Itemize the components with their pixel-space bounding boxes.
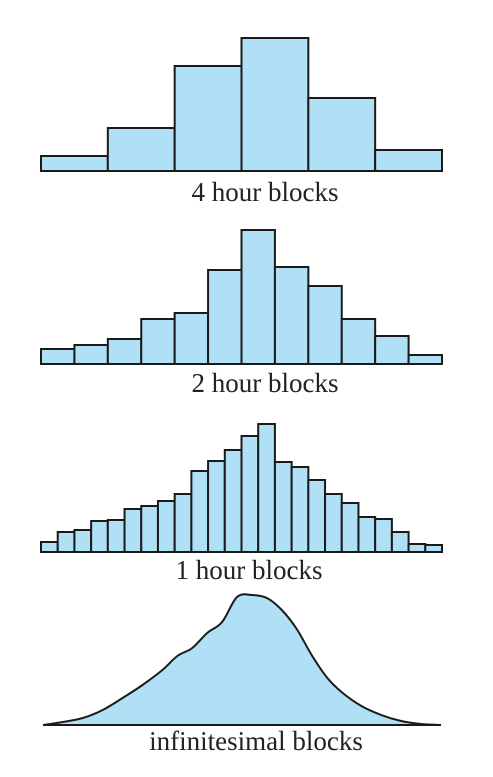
bar-1-hour-5 [106,519,126,553]
caption-2-hour-blocks: 2 hour blocks [192,368,339,398]
bar-1-hour-3 [73,529,93,553]
bar-1-hour-24 [424,544,444,553]
bar-2-hour-9 [307,285,343,365]
bar-2-hour-7 [240,229,276,365]
chart-1-hour-blocks: 1 hour blocks [40,423,444,585]
bar-1-hour-18 [324,493,343,553]
bar-1-hour-11 [207,460,226,553]
bar-1-hour-23 [407,543,427,553]
bar-4-hour-3 [173,65,243,172]
bar-2-hour-12 [407,354,443,365]
bar-4-hour-1 [40,155,109,172]
caption-4-hour-blocks: 4 hour blocks [192,177,339,207]
bar-1-hour-19 [340,502,360,553]
chart-2-hour-blocks: 2 hour blocks [40,229,443,398]
bar-1-hour-9 [173,493,193,553]
bar-1-hour-2 [56,531,76,553]
bars-1-hour [40,423,444,553]
bar-2-hour-10 [340,318,377,365]
bar-1-hour-4 [90,520,109,553]
caption-1-hour-blocks: 1 hour blocks [176,555,323,585]
chart-4-hour-blocks: 4 hour blocks [40,37,444,207]
bar-1-hour-16 [290,466,310,553]
bars-4-hour [40,37,444,172]
bar-1-hour-22 [390,531,410,553]
bar-2-hour-2 [73,344,109,365]
bar-1-hour-10 [190,470,210,553]
bar-1-hour-21 [374,518,393,553]
bar-2-hour-4 [140,318,176,365]
bars-2-hour [40,229,443,365]
bar-4-hour-2 [106,127,176,172]
bar-1-hour-14 [257,423,276,553]
density-curve [42,593,442,726]
caption-infinitesimal-blocks: infinitesimal blocks [149,726,363,756]
bar-2-hour-1 [40,348,76,365]
bar-1-hour-1 [40,541,59,553]
bar-2-hour-8 [273,266,310,365]
bar-2-hour-6 [207,269,243,365]
bar-2-hour-3 [106,338,143,365]
bar-1-hour-17 [307,479,327,553]
bar-1-hour-6 [123,508,143,553]
bar-4-hour-5 [307,97,377,172]
bar-2-hour-11 [374,335,410,365]
bar-4-hour-4 [240,37,310,172]
bar-2-hour-5 [173,312,210,365]
bar-1-hour-15 [273,461,293,553]
bar-1-hour-7 [140,505,159,553]
chart-infinitesimal-blocks: infinitesimal blocks [42,593,442,756]
bar-1-hour-20 [357,516,377,553]
bar-4-hour-6 [374,149,444,172]
bar-1-hour-13 [240,435,260,553]
bar-1-hour-8 [156,500,176,553]
bar-1-hour-12 [223,449,243,553]
